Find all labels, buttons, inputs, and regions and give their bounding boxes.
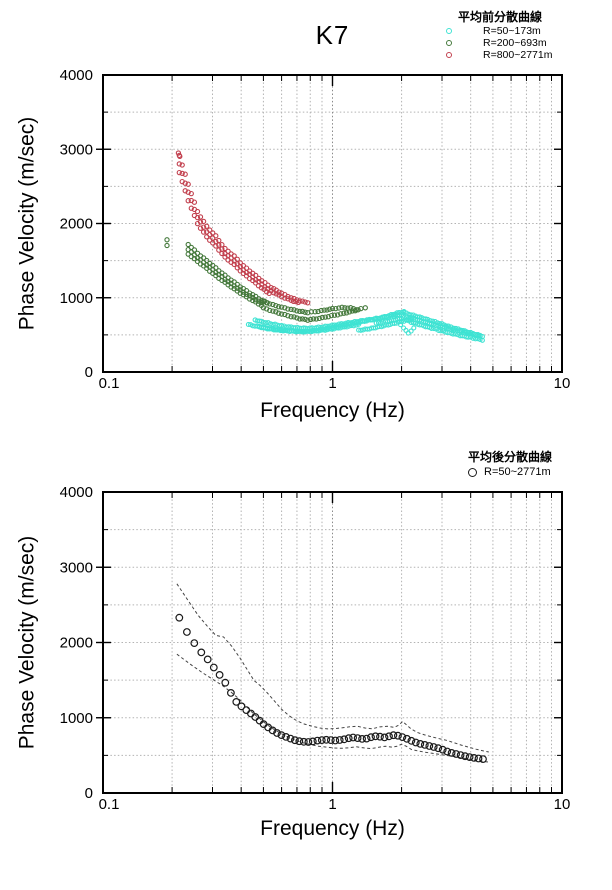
legend-pre-average: 平均前分散曲線 R=50~173m R=200~693m R=800~2771m [440, 11, 600, 61]
post-average-dispersion-plot: 0.1 1 10 0 1000 2000 3000 4000 [60, 484, 571, 813]
svg-text:0.1: 0.1 [99, 375, 120, 392]
series-R=50~173m [245, 309, 485, 343]
axes-frame [96, 74, 563, 373]
series-R=50~2771m [175, 613, 487, 764]
tick-labels: 0.1 1 10 0 1000 2000 3000 4000 [60, 67, 571, 392]
svg-text:0: 0 [85, 364, 93, 381]
y-axis-label-bottom: Phase Velocity (m/sec) [15, 535, 39, 750]
legend-entries: R=50~173m R=200~693m R=800~2771m [440, 25, 600, 61]
svg-text:10: 10 [554, 796, 571, 813]
legend-marker-circle-icon [446, 28, 452, 34]
legend-entry: R=50~2771m [452, 465, 602, 479]
svg-text:1: 1 [328, 375, 336, 392]
svg-text:2000: 2000 [60, 216, 93, 233]
svg-text:4000: 4000 [60, 484, 93, 501]
tick-labels: 0.1 1 10 0 1000 2000 3000 4000 [60, 484, 571, 813]
series-R=200~693m [164, 237, 368, 323]
legend-marker-circle-icon [446, 52, 452, 58]
legend-marker-circle-icon [468, 467, 477, 477]
svg-text:10: 10 [554, 375, 571, 392]
y-axis-label-top: Phase Velocity (m/sec) [15, 116, 39, 331]
chart-title: K7 [315, 20, 350, 50]
legend-post-average: 平均後分散曲線 R=50~2771m [452, 451, 602, 479]
legend-entries: R=50~2771m [452, 465, 602, 479]
gridlines [103, 75, 562, 372]
legend-entry-label: R=800~2771m [483, 49, 553, 61]
pre-average-dispersion-plot: 0.1 1 10 0 1000 2000 3000 4000 [60, 67, 571, 392]
svg-text:1: 1 [328, 796, 336, 813]
legend-entry-label: R=200~693m [483, 37, 547, 49]
series-group [164, 150, 485, 343]
svg-text:0.1: 0.1 [99, 796, 120, 813]
series-stddev-upper [176, 583, 489, 753]
legend-entry: R=50~173m [440, 25, 600, 37]
legend-title: 平均後分散曲線 [468, 450, 553, 464]
legend-entry-label: R=50~2771m [484, 466, 551, 478]
gridlines [103, 492, 562, 793]
x-axis-label-bottom: Frequency (Hz) [260, 817, 405, 840]
legend-entry: R=800~2771m [440, 49, 600, 61]
legend-marker-circle-icon [446, 40, 452, 46]
series-group [175, 583, 489, 764]
legend-title: 平均前分散曲線 [458, 10, 543, 24]
svg-text:1000: 1000 [60, 710, 93, 727]
legend-entry: R=200~693m [440, 37, 600, 49]
svg-text:4000: 4000 [60, 67, 93, 84]
x-axis-label-top: Frequency (Hz) [260, 399, 405, 422]
svg-text:2000: 2000 [60, 635, 93, 652]
svg-text:1000: 1000 [60, 290, 93, 307]
legend-entry-label: R=50~173m [483, 25, 541, 37]
axes-frame [96, 491, 563, 794]
svg-text:3000: 3000 [60, 559, 93, 576]
svg-text:3000: 3000 [60, 141, 93, 158]
svg-text:0: 0 [85, 785, 93, 802]
series-R=800~2771m [175, 150, 311, 306]
